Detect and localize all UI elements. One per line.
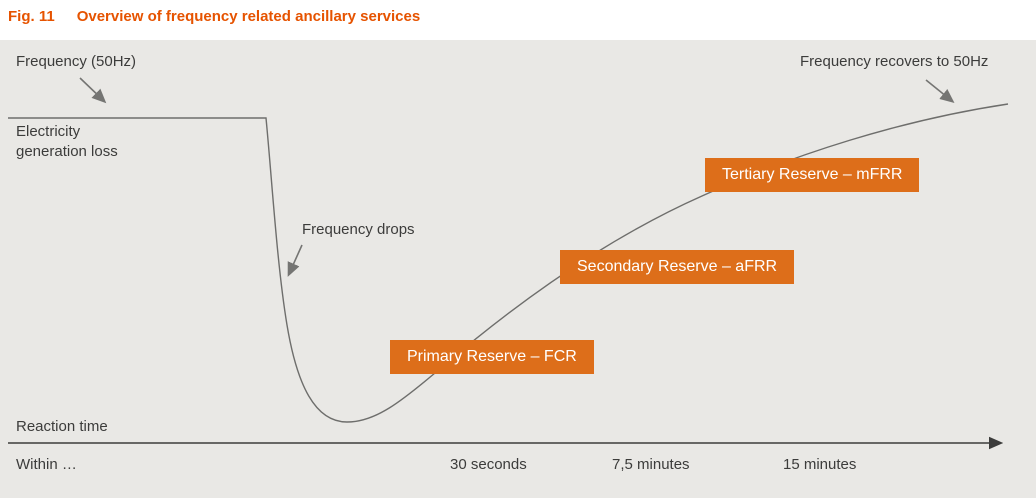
frequency-curve xyxy=(8,103,1009,423)
frequency-label: Frequency (50Hz) xyxy=(16,53,137,70)
secondary-reserve-box: Secondary Reserve – aFRR xyxy=(560,250,795,284)
frequency-recovers-arrow xyxy=(925,79,955,104)
x-tick-7-5-minutes: 7,5 minutes xyxy=(612,456,690,473)
figure-label: Fig. 11 xyxy=(8,8,55,25)
figure-title: Overview of frequency related ancillary … xyxy=(76,8,421,25)
frequency-diagram-svg xyxy=(8,77,1009,450)
x-tick-30-seconds: 30 seconds xyxy=(450,456,527,473)
primary-reserve-box: Primary Reserve – FCR xyxy=(390,340,594,374)
generation-loss-label: Electricity generation loss xyxy=(16,123,118,160)
frequency-drops-arrow xyxy=(287,244,303,277)
reaction-time-label: Reaction time xyxy=(16,418,108,435)
tertiary-reserve-box: Tertiary Reserve – mFRR xyxy=(705,158,920,192)
x-tick-within: Within … xyxy=(16,456,77,473)
figure-header: Fig. 11 Overview of frequency related an… xyxy=(8,8,420,25)
chart-area: Frequency (50Hz) Electricity generation … xyxy=(0,40,1036,498)
frequency-recovers-label: Frequency recovers to 50Hz xyxy=(800,53,989,70)
frequency-drops-label: Frequency drops xyxy=(302,221,415,238)
x-tick-15-minutes: 15 minutes xyxy=(783,456,857,473)
frequency-label-arrow xyxy=(79,77,107,104)
